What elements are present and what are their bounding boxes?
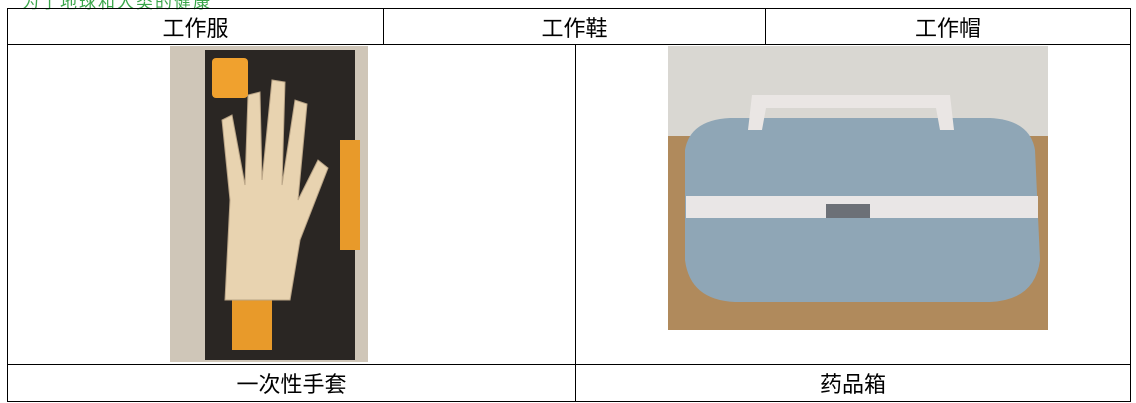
banner: 为了地球和人类的健康 <box>22 0 212 12</box>
caption-cell: 一次性手套 <box>7 364 576 402</box>
glove-box-photo <box>170 46 368 362</box>
caption-cell: 药品箱 <box>575 364 1131 402</box>
medicine-box-photo <box>668 46 1048 330</box>
